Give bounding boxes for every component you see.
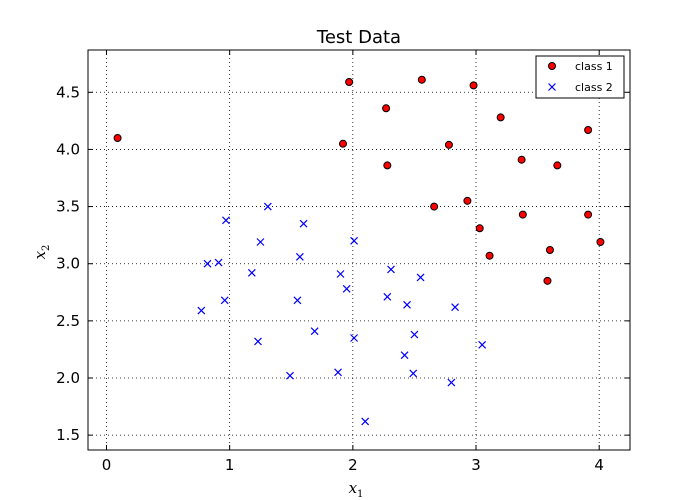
class-2-point (220, 296, 229, 305)
class-2-point (254, 337, 262, 346)
class-2-point (387, 265, 395, 274)
class-1-point (517, 155, 526, 164)
class-2-point (361, 417, 370, 426)
class-1-point (553, 161, 562, 170)
class-2-point (350, 334, 358, 342)
class-1-point (430, 202, 439, 211)
x-axis-label: x1 (349, 479, 364, 500)
class-2-point (310, 327, 319, 336)
legend-class-2-label: class 2 (575, 81, 613, 94)
y-tick-label: 1.5 (56, 426, 80, 444)
class-2-point (203, 259, 212, 268)
class-2-point (295, 252, 304, 261)
class-2-point (256, 238, 265, 246)
class-1-point (113, 134, 122, 142)
class-1-point (485, 251, 494, 260)
class-2-point (409, 369, 418, 378)
class-2-point (416, 273, 425, 282)
class-2-point (342, 284, 351, 293)
class-1-point (444, 140, 453, 149)
class-1-point (417, 75, 426, 84)
class-1-point (584, 126, 593, 134)
y-axis-label: x2 (31, 245, 52, 260)
class-2-point (410, 330, 419, 339)
data-points (113, 75, 605, 426)
y-tick-label: 2.0 (56, 369, 80, 387)
x-tick-label: 1 (225, 456, 235, 474)
class-2-point (334, 368, 342, 377)
x-tick-label: 4 (594, 456, 604, 474)
class-1-point (382, 104, 391, 113)
x-axis-label-main: x (349, 479, 358, 497)
y-tick-label: 4.0 (56, 140, 80, 158)
y-axis-label-main: x (31, 250, 49, 259)
legend-class-1-marker (548, 62, 556, 70)
class-2-point (197, 306, 206, 315)
class-2-point (247, 268, 256, 277)
class-2-point (286, 371, 294, 380)
class-1-point (543, 276, 552, 285)
class-2-point (447, 378, 456, 387)
axis-ticks: 0 1 2 3 4 1.5 2.0 2.5 3.0 3.5 4.0 4.5 (56, 50, 630, 474)
legend-class-1-label: class 1 (575, 60, 613, 73)
class-1-point (383, 161, 392, 170)
y-axis-label-subscript: 2 (41, 245, 52, 251)
class-1-point (596, 238, 605, 246)
class-2-point (263, 202, 272, 211)
class-1-point (469, 81, 478, 90)
class-2-point (299, 219, 308, 228)
legend-class-2-marker (548, 83, 556, 91)
x-tick-label: 2 (348, 456, 358, 474)
class-1-point (338, 139, 347, 148)
class-1-point (496, 113, 505, 122)
class-2-point (400, 351, 409, 360)
legend: class 1 class 2 (535, 55, 625, 99)
x-tick-label: 0 (102, 456, 112, 474)
class-1-point (475, 224, 484, 233)
chart-title: Test Data (316, 27, 401, 48)
class-2-point (222, 216, 230, 225)
x-axis-label-subscript: 1 (357, 489, 363, 500)
class-2-point (383, 292, 392, 301)
plot-frame (87, 49, 631, 451)
class-2-point (403, 300, 411, 309)
class-2-point (478, 340, 487, 349)
grid (88, 50, 630, 450)
class-2-point (293, 296, 302, 305)
class-1-point (584, 210, 593, 219)
class-1-point (518, 210, 527, 219)
y-tick-label: 3.5 (56, 198, 80, 216)
class-2-point (451, 303, 460, 312)
class-2-point (214, 258, 223, 267)
class-2-point (350, 236, 358, 245)
class-1-point (345, 78, 354, 86)
y-tick-label: 3.0 (56, 255, 80, 273)
y-tick-label: 2.5 (56, 312, 80, 330)
x-tick-label: 3 (471, 456, 481, 474)
class-1-point (545, 246, 554, 254)
class-2-point (336, 270, 345, 278)
class-1-point (463, 196, 472, 205)
y-tick-label: 4.5 (56, 83, 80, 101)
